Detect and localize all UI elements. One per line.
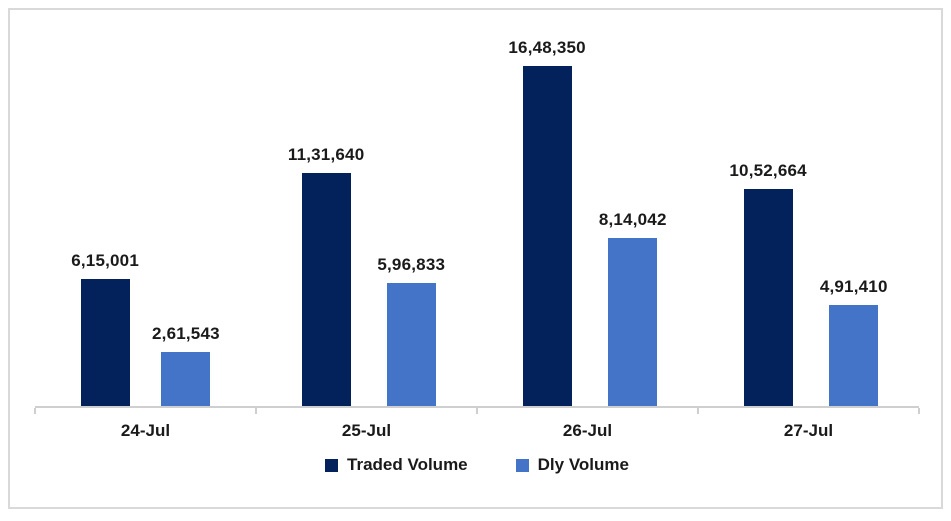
x-axis-label-26-jul: 26-Jul: [562, 421, 613, 440]
bar-dly-volume: [829, 305, 879, 406]
axis-tick: [697, 408, 699, 414]
data-label: 11,31,640: [287, 145, 365, 164]
bar-dly-volume: [386, 283, 436, 406]
axis-tick: [918, 408, 920, 414]
bar-group-26-jul: 16,48,350 8,14,042: [477, 38, 698, 406]
axis-tick: [476, 408, 478, 414]
x-axis-label-27-jul: 27-Jul: [783, 421, 834, 440]
bar-column: 16,48,350: [508, 38, 586, 406]
data-label: 8,14,042: [598, 210, 667, 229]
x-axis-line: [34, 406, 920, 414]
bar-column: 5,96,833: [377, 255, 445, 406]
bar-column: 6,15,001: [71, 251, 139, 406]
data-label: 16,48,350: [508, 38, 586, 57]
legend-swatch-traded-volume: [325, 458, 339, 472]
legend-label-dly-volume: Dly Volume: [537, 455, 629, 474]
bar-column: 2,61,543: [152, 324, 220, 406]
data-label: 10,52,664: [729, 161, 807, 180]
bar-group-24-jul: 6,15,001 2,61,543: [35, 251, 256, 406]
bar-traded-volume: [80, 279, 130, 406]
legend-label-traded-volume: Traded Volume: [347, 455, 468, 474]
x-axis-labels: 24-Jul 25-Jul 26-Jul 27-Jul: [35, 408, 919, 441]
bar-dly-volume: [161, 352, 211, 406]
bar-group-27-jul: 10,52,664 4,91,410: [698, 161, 919, 406]
bar-traded-volume: [522, 66, 572, 406]
bar-column: 8,14,042: [599, 210, 667, 406]
legend: Traded Volume Dly Volume: [35, 455, 919, 475]
bar-column: 10,52,664: [729, 161, 807, 406]
bar-traded-volume: [301, 173, 351, 406]
bars-region: 6,15,001 2,61,543 11,31,640 5,96,833 16,48,3…: [35, 36, 919, 406]
data-label: 6,15,001: [71, 251, 139, 270]
bar-dly-volume: [608, 238, 658, 406]
data-label: 5,96,833: [377, 255, 446, 274]
data-label: 2,61,543: [152, 324, 220, 343]
bar-traded-volume: [743, 189, 793, 406]
axis-tick: [34, 408, 36, 414]
legend-item-traded-volume: Traded Volume: [325, 455, 468, 475]
data-label: 4,91,410: [819, 277, 888, 296]
x-axis-label-25-jul: 25-Jul: [341, 421, 392, 440]
legend-item-dly-volume: Dly Volume: [515, 455, 629, 475]
x-axis-label-24-jul: 24-Jul: [120, 421, 171, 440]
bar-column: 11,31,640: [288, 145, 365, 406]
axis-tick: [255, 408, 257, 414]
legend-swatch-dly-volume: [515, 458, 529, 472]
chart-frame: 6,15,001 2,61,543 11,31,640 5,96,833 16,48,3…: [8, 8, 943, 509]
bar-column: 4,91,410: [820, 277, 888, 406]
bar-group-25-jul: 11,31,640 5,96,833: [256, 145, 477, 406]
plot-area: 6,15,001 2,61,543 11,31,640 5,96,833 16,48,3…: [34, 36, 920, 507]
